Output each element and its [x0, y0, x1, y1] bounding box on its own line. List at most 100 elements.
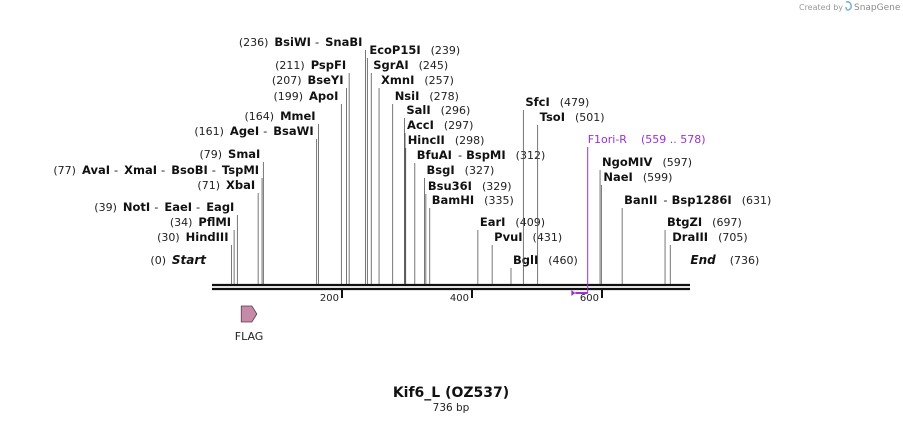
site-sgrai[interactable]: SgrAI (245) — [370, 58, 449, 284]
site-position: (30) — [157, 231, 180, 244]
site-tsoi[interactable]: TsoI (501) — [537, 110, 605, 284]
map-title: Kif6_L (OZ537) — [393, 385, 509, 401]
site-xmni[interactable]: XmnI (257) — [378, 73, 454, 284]
svg-text:-: - — [114, 163, 118, 177]
map-length: 736 bp — [433, 402, 470, 414]
site-mmei[interactable]: MmeI (164) — [244, 109, 320, 284]
site-name: PvuI — [494, 230, 522, 244]
site-noti[interactable]: EagI-EaeI-NotI(39) — [94, 200, 238, 284]
svg-text:-: - — [212, 163, 216, 177]
site-eari[interactable]: EarI (409) — [477, 215, 545, 284]
site-pvui[interactable]: PvuI (431) — [491, 230, 562, 284]
site-position: (327) — [465, 164, 495, 177]
site-sali[interactable]: SalI (296) — [403, 103, 471, 284]
site-name: AgeI — [230, 124, 259, 138]
svg-text:-: - — [161, 163, 165, 177]
site-ngomiv[interactable]: NgoMIV (597) — [599, 155, 692, 284]
site-name: Bsp1286I — [672, 193, 732, 207]
site-name: BsiWI — [274, 35, 311, 49]
site-bgli[interactable]: BglI (460) — [510, 253, 578, 284]
primer-arrow-icon — [571, 290, 576, 296]
site-position: (631) — [742, 194, 772, 207]
site-avai[interactable]: TspMI-BsoBI-XmaI-AvaI(77) — [53, 163, 263, 284]
site-smai[interactable]: SmaI (79) — [199, 147, 264, 284]
site-name: SalI — [406, 103, 430, 117]
site-name: EarI — [480, 215, 506, 229]
site-hindiii[interactable]: HindIII (30) — [157, 230, 232, 284]
site-name: NgoMIV — [602, 155, 652, 169]
site-pspfi[interactable]: PspFI (211) — [275, 58, 350, 284]
site-position: (597) — [662, 156, 692, 169]
site-xbai[interactable]: XbaI (71) — [197, 178, 259, 284]
site-name: TspMI — [222, 163, 259, 177]
site-position: (164) — [244, 110, 274, 123]
flag-arrow-icon — [240, 305, 258, 323]
site-name: HindIII — [186, 230, 229, 244]
site-name: EcoP15I — [369, 43, 420, 57]
site-acci[interactable]: AccI (297) — [404, 118, 474, 284]
site-pflmi[interactable]: PflMI (34) — [170, 215, 235, 284]
map-ends: Start (0) End (736) — [150, 253, 759, 267]
svg-text:-: - — [196, 200, 200, 214]
site-agei[interactable]: BsaWI-AgeI(161) — [194, 124, 318, 284]
site-name: MmeI — [280, 109, 316, 123]
site-name: XmnI — [381, 73, 414, 87]
site-position: (71) — [197, 179, 220, 192]
site-name: SmaI — [228, 147, 260, 161]
svg-text:-: - — [154, 200, 158, 214]
site-btgzi[interactable]: BtgZI (697) — [664, 215, 742, 284]
site-position: (161) — [194, 125, 224, 138]
credit-text: Created by — [799, 3, 843, 12]
site-position: (312) — [516, 149, 546, 162]
site-position: (236) — [239, 36, 269, 49]
site-bseyi[interactable]: BseYI (207) — [272, 73, 347, 284]
site-ecop15i[interactable]: EcoP15I (239) — [366, 43, 460, 284]
site-apoi[interactable]: ApoI (199) — [273, 89, 342, 284]
site-name: AccI — [407, 118, 434, 132]
site-name: TsoI — [540, 110, 565, 124]
site-banii[interactable]: BanII - Bsp1286I (631) — [621, 193, 772, 284]
site-bamhi[interactable]: BamHI (335) — [429, 193, 514, 284]
start-position: (0) — [150, 254, 166, 267]
site-position: (297) — [444, 119, 474, 132]
site-naei[interactable]: NaeI (599) — [600, 170, 673, 284]
site-name: BtgZI — [667, 215, 702, 229]
site-position: (245) — [419, 59, 449, 72]
site-name: NsiI — [395, 89, 420, 103]
snapgene-logo-icon — [845, 1, 852, 11]
feature[interactable]: FLAG — [235, 305, 264, 343]
backbone — [212, 283, 690, 291]
site-position: (39) — [94, 201, 117, 214]
site-bsu36i[interactable]: Bsu36I (329) — [425, 179, 512, 284]
site-name: SgrAI — [373, 58, 408, 72]
site-name: ApoI — [309, 89, 338, 103]
site-position: (207) — [272, 74, 302, 87]
site-position: (409) — [515, 216, 545, 229]
site-position: (199) — [273, 90, 303, 103]
primer[interactable]: F1ori-R (559 .. 578) — [571, 133, 706, 296]
site-position: (329) — [482, 180, 512, 193]
site-hincii[interactable]: HincII (298) — [405, 133, 485, 284]
site-name: SfcI — [525, 95, 549, 109]
ruler: 200 400 600 — [320, 289, 603, 304]
site-position: (77) — [53, 164, 76, 177]
site-name: DraIII — [672, 230, 708, 244]
site-position: (79) — [199, 148, 222, 161]
site-bsgi[interactable]: BsgI (327) — [424, 163, 495, 284]
site-name: NaeI — [603, 170, 632, 184]
start-label: Start — [172, 253, 207, 267]
site-name: BsgI — [427, 163, 455, 177]
primer-name: F1ori-R — [588, 133, 628, 146]
site-position: (705) — [718, 231, 748, 244]
site-position: (599) — [643, 171, 673, 184]
site-position: (479) — [560, 96, 590, 109]
site-position: (296) — [441, 104, 471, 117]
site-name: SnaBI — [325, 35, 362, 49]
site-name: BanII — [624, 193, 657, 207]
site-sfci[interactable]: SfcI (479) — [522, 95, 590, 284]
site-nsii[interactable]: NsiI (278) — [392, 89, 459, 284]
site-name: BfuAI — [417, 148, 452, 162]
site-bsiwi[interactable]: SnaBI-BsiWI(236) — [239, 35, 366, 284]
site-draiii[interactable]: DraIII (705) — [669, 230, 748, 284]
site-name: EaeI — [164, 200, 192, 214]
